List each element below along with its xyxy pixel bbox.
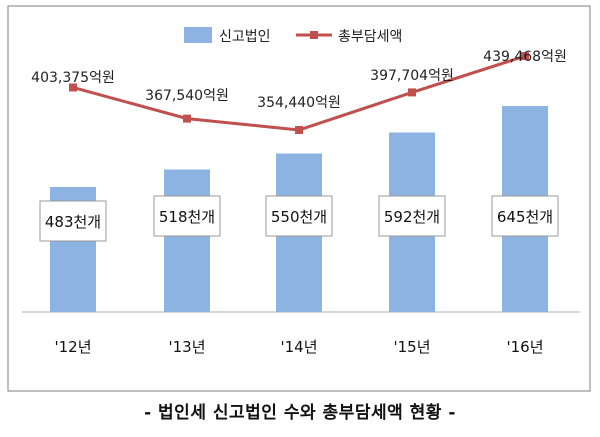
bar-label-box-3 — [378, 195, 446, 237]
line-label-1: 367,540억원 — [145, 88, 229, 104]
line-point-3 — [408, 88, 416, 97]
bar-1 — [164, 169, 210, 312]
bars-group: 483천개 518천개 550천개 592천개 645천개 — [39, 106, 559, 312]
x-tick-4: '16년 — [506, 338, 543, 356]
legend-line-label: 총부담세액 — [338, 29, 402, 45]
bar-label-3: 592천개 — [384, 208, 440, 226]
bar-label-2: 550천개 — [271, 208, 327, 226]
legend-bar-label: 신고법인 — [219, 29, 271, 45]
line-label-2: 354,440억원 — [257, 95, 341, 111]
line-point-0 — [69, 83, 77, 92]
bar-label-box-2 — [265, 195, 333, 237]
x-tick-0: '12년 — [54, 338, 91, 356]
legend-line-marker — [310, 31, 318, 39]
bar-label-box-4 — [491, 195, 559, 237]
legend-bar-swatch — [184, 27, 212, 43]
line-point-2 — [295, 126, 303, 134]
bar-label-1: 518천개 — [159, 208, 215, 226]
x-tick-1: '13년 — [168, 338, 205, 356]
bar-label-box-1 — [153, 195, 221, 237]
bar-label-0: 483천개 — [45, 213, 101, 231]
chart-caption: - 법인세 신고법인 수와 총부담세액 현황 - — [144, 403, 456, 423]
bar-label-box-0 — [39, 200, 107, 242]
line-label-3: 397,704억원 — [370, 68, 454, 84]
chart: 신고법인 총부담세액 483천개 518천개 550천개 592천개 645천개 403… — [7, 5, 591, 392]
line-point-1 — [183, 114, 191, 123]
x-tick-3: '15년 — [393, 338, 430, 356]
legend: 신고법인 총부담세액 — [184, 27, 402, 45]
line-point-4 — [521, 52, 529, 61]
bar-label-4: 645천개 — [497, 208, 553, 226]
line-series-group: 403,375억원 367,540억원 354,440억원 397,704억원 439,… — [31, 49, 567, 134]
line-label-0: 403,375억원 — [31, 70, 115, 86]
x-axis-ticks: '12년 '13년 '14년 '15년 '16년 — [54, 338, 543, 356]
line-label-4: 439,468억원 — [483, 49, 567, 65]
x-tick-2: '14년 — [280, 338, 317, 356]
